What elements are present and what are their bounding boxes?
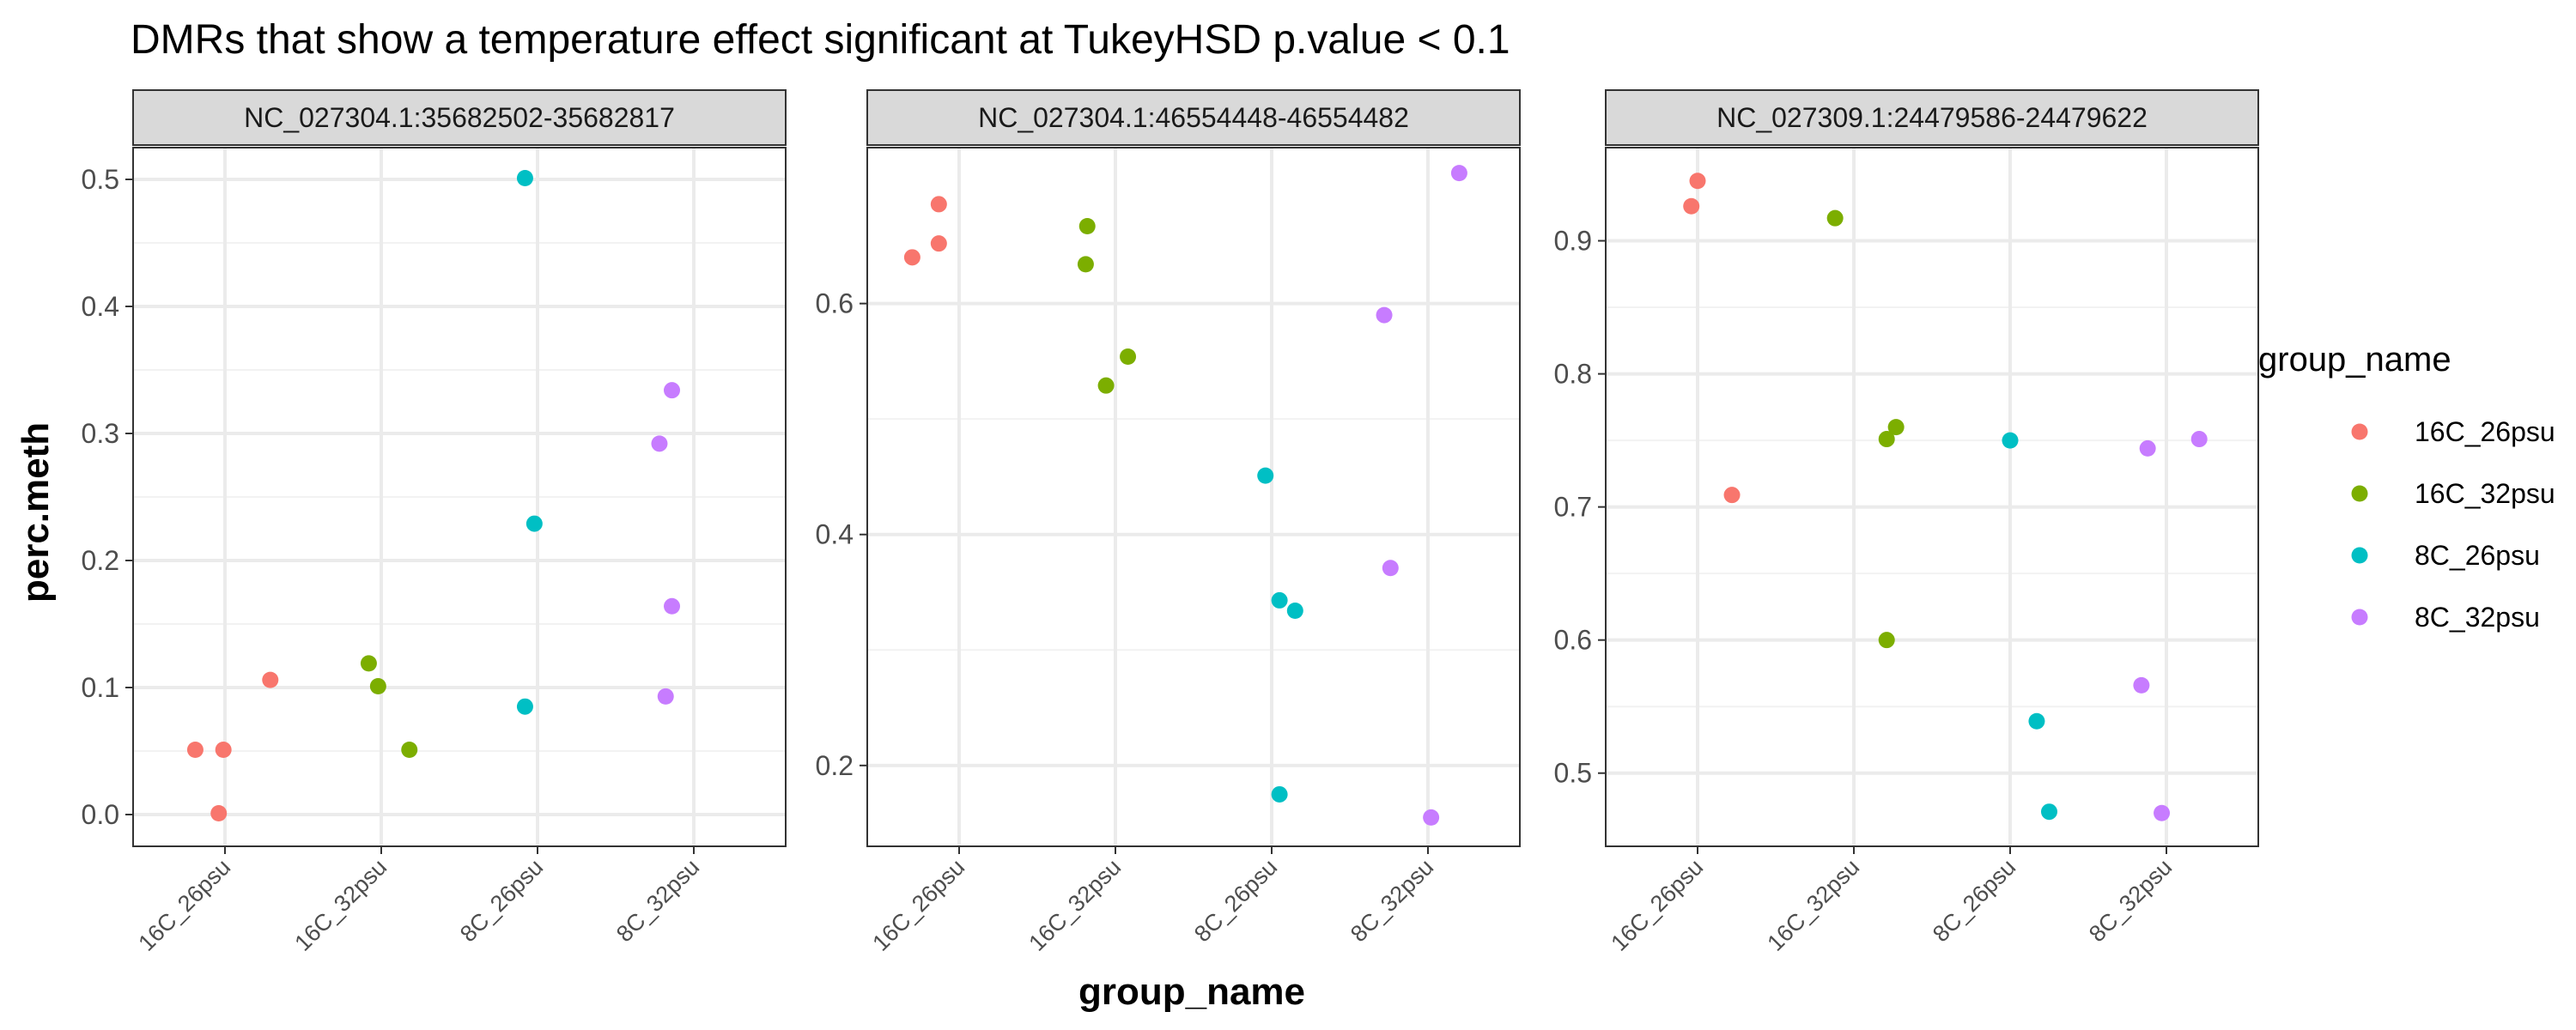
x-tick-label: 16C_26psu [867,854,969,956]
facet-strip [866,89,1521,146]
data-point [1097,377,1115,394]
chart-title: DMRs that show a temperature effect sign… [131,17,1510,63]
legend-label: 16C_32psu [2415,478,2555,509]
y-tick-label: 0.9 [1554,226,1592,257]
facet-panel: 0.5 0.6 0.7 0.8 0.9 16C_26psu 16C_32psu 8C_26ps… [1554,89,2259,956]
x-tick-label: 16C_32psu [289,854,392,956]
data-point [664,382,681,399]
data-point [210,805,228,822]
data-point [1689,173,1706,190]
data-point [526,515,543,532]
data-point [262,671,279,688]
legend-label: 16C_26psu [2415,416,2555,447]
data-point [1286,603,1303,620]
x-tick-label: 16C_26psu [133,854,235,956]
x-tick-label: 16C_26psu [1606,854,1708,956]
data-point [1257,467,1274,484]
data-point [1077,256,1094,273]
y-tick-label: 0.5 [1554,758,1592,789]
panel-border [132,147,787,847]
data-point [903,249,920,266]
legend-key [2351,609,2368,626]
facet-panel: 0.2 0.4 0.6 16C_26psu 16C_32psu 8C_26psu 8C_32… [816,89,1521,956]
x-tick-label: 8C_32psu [611,854,704,947]
data-point [2002,432,2019,449]
y-tick-label: 0.0 [82,799,119,830]
y-tick-label: 0.3 [82,418,119,449]
legend-key [2351,485,2368,502]
data-point [1120,348,1137,366]
data-point [1078,217,1096,234]
y-tick-label: 0.4 [82,291,119,322]
facet-strip [132,89,787,146]
facet-strip [1605,89,2259,146]
data-point [516,170,533,187]
x-axis-title: group_name [1078,971,1305,1013]
legend-key [2351,423,2368,440]
legend-label: 8C_26psu [2415,540,2540,571]
data-point [1723,487,1741,504]
data-point [1878,632,1895,649]
facet-strip-label: NC_027304.1:35682502-35682817 [244,102,675,133]
y-tick-label: 0.8 [1554,359,1592,390]
legend-title: group_name [2258,341,2451,379]
y-tick-label: 0.5 [82,164,119,195]
facet-panels: 0.0 0.1 0.2 0.3 0.4 0.5 16C_26psu 16C_32psu 8C_2… [82,89,2259,956]
data-point [1271,591,1288,609]
data-point [2154,804,2171,821]
x-tick-label: 16C_32psu [1024,854,1126,956]
panel-border [866,147,1521,847]
legend: group_name 16C_26psu 16C_32psu 8C_26psu 8C_… [2258,341,2555,633]
data-point [1376,306,1393,324]
data-point [369,678,386,695]
data-point [2028,712,2045,730]
data-point [2190,431,2208,448]
data-point [651,435,668,452]
panel-border [1605,147,2259,847]
data-point [1826,209,1844,227]
data-point [1450,165,1467,182]
data-point [186,742,204,759]
y-tick-label: 0.6 [816,288,854,319]
panel-background [867,148,1520,846]
legend-key [2351,547,2368,564]
x-tick-label: 8C_32psu [1346,854,1438,947]
data-point [2041,803,2057,821]
y-tick-label: 0.4 [816,519,854,550]
legend-label: 8C_32psu [2415,602,2540,633]
data-point [516,698,533,715]
data-point [401,742,418,759]
data-point [2139,439,2156,457]
y-tick-label: 0.7 [1554,492,1592,523]
x-tick-label: 8C_26psu [1928,854,2020,947]
data-point [657,688,674,705]
y-tick-label: 0.2 [82,545,119,576]
data-point [215,742,232,759]
x-tick-label: 8C_26psu [455,854,548,947]
x-tick-label: 8C_26psu [1189,854,1282,947]
data-point [1878,431,1895,448]
y-tick-label: 0.2 [816,750,854,781]
y-tick-label: 0.6 [1554,625,1592,656]
panel-background [1606,148,2258,846]
data-point [1887,419,1905,436]
data-point [1423,809,1440,826]
data-point [1683,197,1700,215]
data-point [664,597,681,615]
data-point [1271,785,1288,803]
data-point [930,196,947,213]
x-tick-label: 8C_32psu [2084,854,2177,947]
data-point [360,655,377,672]
data-point [930,235,947,252]
facet-strip-label: NC_027309.1:24479586-24479622 [1716,102,2148,133]
y-axis-title: perc.meth [15,422,57,603]
facet-panel: 0.0 0.1 0.2 0.3 0.4 0.5 16C_26psu 16C_32psu 8C_2… [82,89,787,956]
y-tick-label: 0.1 [82,672,119,703]
facet-strip-label: NC_027304.1:46554448-46554482 [978,102,1409,133]
data-point [1382,560,1399,577]
data-point [2133,676,2150,694]
x-tick-label: 16C_32psu [1762,854,1864,956]
